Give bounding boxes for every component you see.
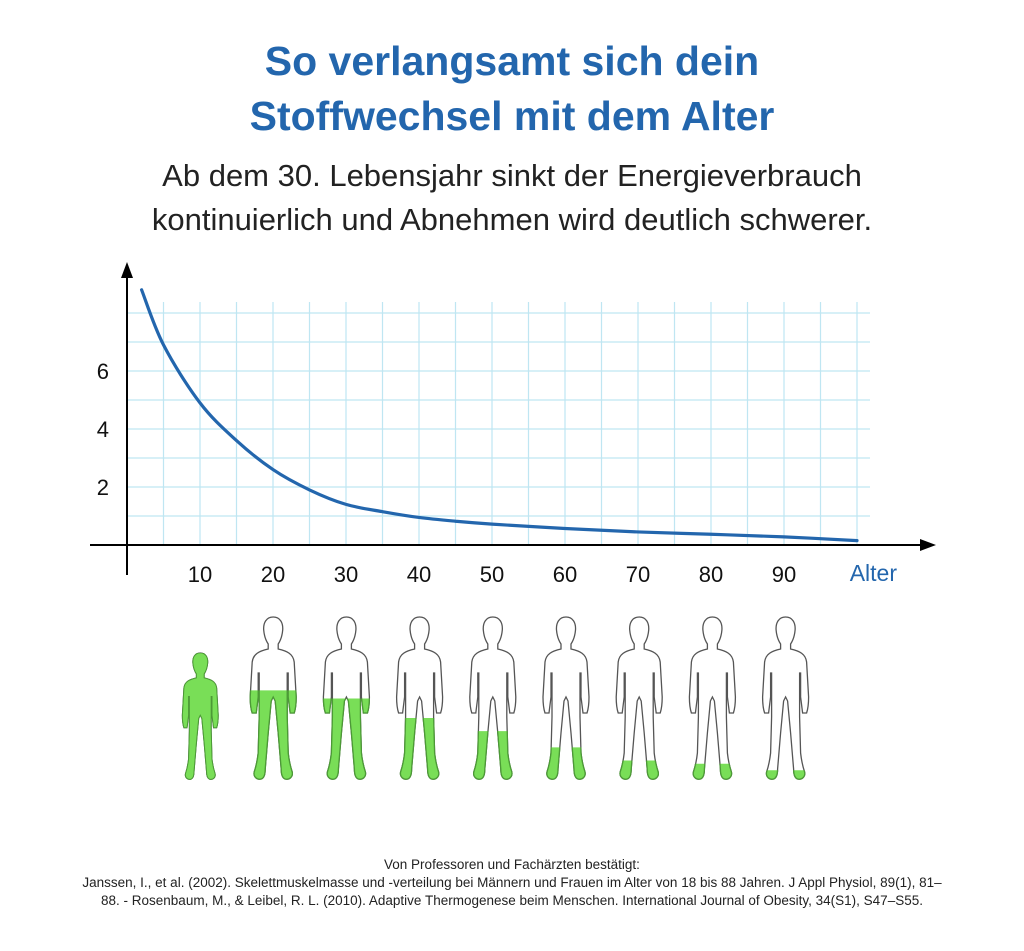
x-tick-label: 40	[407, 562, 431, 587]
muscle-fill	[692, 763, 733, 780]
adult-figure	[469, 616, 517, 780]
muscle-fill	[181, 652, 219, 780]
figure-outline	[615, 616, 663, 780]
source-citation-1: Janssen, I., et al. (2002). Skelettmuske…	[82, 875, 942, 890]
x-tick-label: 70	[626, 562, 650, 587]
body-figures-row	[181, 616, 810, 780]
muscle-fill	[546, 747, 586, 780]
adult-figure	[615, 616, 663, 780]
source-note-heading: Von Professoren und Fachärzten bestätigt…	[384, 857, 640, 872]
figure-outline	[469, 616, 517, 780]
y-tick-label: 4	[97, 417, 109, 442]
x-axis-arrow-icon	[920, 539, 936, 551]
x-tick-label: 10	[188, 562, 212, 587]
x-axis-label: Alter	[850, 560, 898, 586]
muscle-fill	[473, 731, 513, 780]
muscle-fill	[399, 718, 440, 780]
child-figure	[181, 652, 219, 780]
adult-figure	[322, 616, 371, 780]
y-tick-label: 2	[97, 475, 109, 500]
x-tick-label: 60	[553, 562, 577, 587]
figure-outline	[688, 616, 737, 780]
page-subtitle-line-1: Ab dem 30. Lebensjahr sinkt der Energiev…	[162, 158, 862, 193]
adult-figure	[249, 616, 297, 780]
figure-outline	[761, 616, 810, 780]
figure-outline	[395, 616, 444, 780]
figure-outline	[542, 616, 590, 780]
muscle-fill	[765, 770, 806, 780]
adult-figure	[542, 616, 590, 780]
chart-grid	[127, 302, 870, 545]
muscle-fill	[619, 760, 659, 780]
adult-figure	[761, 616, 810, 780]
x-tick-label: 50	[480, 562, 504, 587]
x-tick-label: 30	[334, 562, 358, 587]
x-tick-label: 90	[772, 562, 796, 587]
y-axis-arrow-icon	[121, 262, 133, 278]
muscle-fill	[249, 690, 297, 780]
x-tick-label: 80	[699, 562, 723, 587]
page-subtitle-line-2: kontinuierlich und Abnehmen wird deutlic…	[151, 202, 873, 237]
muscle-fill	[322, 698, 371, 780]
chart-axes	[90, 262, 936, 575]
source-citation-2: 88. - Rosenbaum, M., & Leibel, R. L. (20…	[101, 893, 923, 908]
page-title-line-1: So verlangsamt sich dein	[264, 38, 760, 84]
metabolism-line-chart: 10 20 30 40 50 60 70 80 90 2 4 6 Alter	[90, 262, 936, 587]
y-tick-label: 6	[97, 359, 109, 384]
adult-figure	[688, 616, 737, 780]
chart-series	[140, 288, 859, 543]
chart-tick-labels: 10 20 30 40 50 60 70 80 90 2 4 6 Alter	[97, 359, 898, 587]
x-tick-label: 20	[261, 562, 285, 587]
series-line	[140, 288, 859, 543]
figure-outline	[322, 616, 371, 780]
adult-figure	[395, 616, 444, 780]
page-title-line-2: Stoffwechsel mit dem Alter	[249, 93, 775, 139]
